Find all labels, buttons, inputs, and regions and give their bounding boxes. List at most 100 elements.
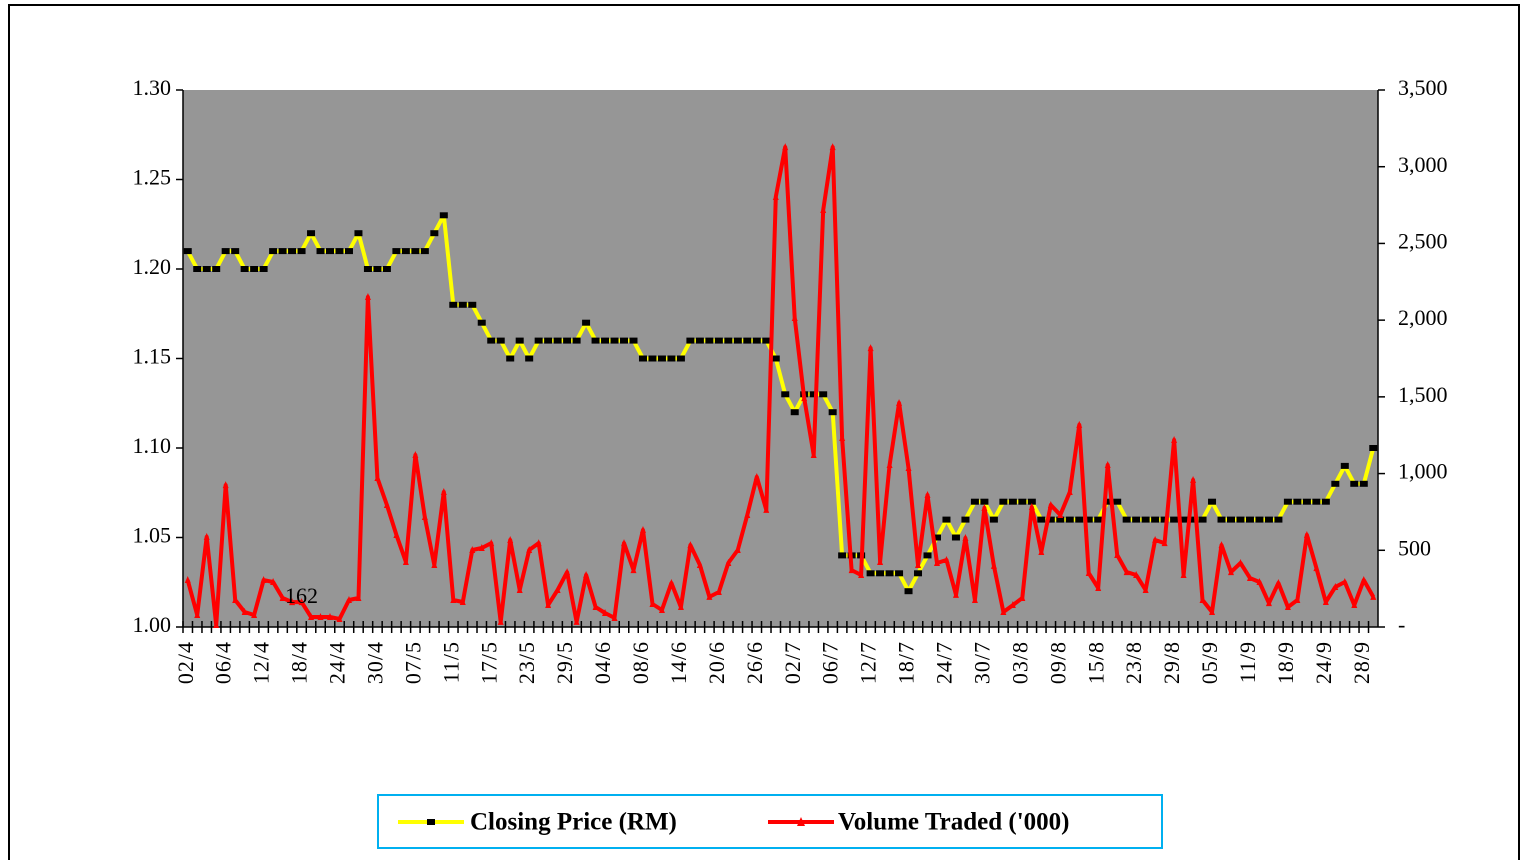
point-marker xyxy=(1217,516,1226,523)
point-marker xyxy=(221,248,230,255)
point-marker xyxy=(573,617,580,625)
point-marker xyxy=(516,586,523,594)
point-marker xyxy=(724,337,733,344)
y-tick-label: 1.10 xyxy=(133,433,172,458)
point-marker xyxy=(213,621,220,629)
point-marker xyxy=(421,512,428,520)
point-marker xyxy=(876,570,885,577)
point-marker xyxy=(270,578,277,586)
x-tick-label: 24/4 xyxy=(325,641,350,684)
point-marker xyxy=(1199,595,1206,603)
point-marker xyxy=(1122,516,1131,523)
point-marker xyxy=(269,248,278,255)
point-marker xyxy=(583,570,590,578)
point-marker xyxy=(1076,420,1083,428)
y-tick-label: 1.15 xyxy=(133,344,172,369)
point-marker xyxy=(1075,516,1084,523)
point-marker xyxy=(676,355,685,362)
point-marker xyxy=(1008,498,1017,505)
point-marker xyxy=(668,578,675,586)
point-marker xyxy=(525,355,534,362)
point-marker xyxy=(469,545,476,553)
x-tick-label: 14/6 xyxy=(666,641,691,684)
point-marker xyxy=(762,337,771,344)
point-marker xyxy=(363,266,372,272)
point-marker xyxy=(658,605,665,613)
point-marker xyxy=(1369,445,1378,451)
point-marker xyxy=(1264,516,1273,523)
point-marker xyxy=(478,543,485,551)
point-marker xyxy=(1142,586,1149,594)
point-marker xyxy=(1293,498,1302,505)
point-marker xyxy=(725,559,732,567)
point-marker xyxy=(459,597,466,605)
point-marker xyxy=(838,552,847,559)
point-marker xyxy=(534,337,543,344)
point-marker xyxy=(374,474,381,482)
point-marker xyxy=(582,319,591,326)
point-marker xyxy=(1141,516,1150,523)
point-marker xyxy=(1095,584,1102,592)
point-marker xyxy=(772,192,779,200)
x-tick-label: 18/9 xyxy=(1273,641,1298,684)
y-tick-label: 1.05 xyxy=(133,523,172,548)
point-marker xyxy=(344,248,353,255)
x-tick-label: 18/4 xyxy=(287,641,312,684)
point-marker xyxy=(1114,551,1121,559)
point-marker xyxy=(1351,601,1358,609)
point-marker xyxy=(962,534,969,542)
y-tick-label: 1.25 xyxy=(133,165,172,190)
point-marker xyxy=(298,598,305,606)
point-marker xyxy=(373,266,382,272)
y-tick-label: 1.20 xyxy=(133,254,172,279)
point-marker xyxy=(1161,539,1168,547)
x-tick-label: 02/7 xyxy=(780,641,805,684)
point-marker xyxy=(1047,501,1054,509)
x-tick-label: 03/8 xyxy=(1007,641,1032,684)
point-marker xyxy=(431,561,438,569)
y2-tick-label: 3,000 xyxy=(1398,152,1448,177)
x-tick-label: 30/4 xyxy=(362,641,387,684)
point-marker xyxy=(1009,601,1016,609)
point-marker xyxy=(449,301,458,308)
point-marker xyxy=(1037,516,1046,523)
point-marker xyxy=(289,598,296,606)
point-marker xyxy=(858,570,865,578)
point-marker xyxy=(1256,578,1263,586)
point-marker xyxy=(1000,607,1007,615)
point-marker xyxy=(943,555,950,563)
point-marker xyxy=(1321,498,1330,505)
point-marker xyxy=(648,355,657,362)
point-marker xyxy=(335,248,344,255)
point-marker xyxy=(611,613,618,621)
point-marker xyxy=(638,355,647,362)
point-marker xyxy=(1132,516,1141,523)
legend-marker xyxy=(797,817,805,826)
point-marker xyxy=(564,568,571,576)
point-marker xyxy=(307,230,316,237)
point-marker xyxy=(317,613,324,621)
point-marker xyxy=(989,516,998,523)
point-marker xyxy=(715,588,722,596)
point-marker xyxy=(839,433,846,441)
point-marker xyxy=(488,539,495,547)
point-marker xyxy=(193,266,202,272)
point-marker xyxy=(1303,530,1310,538)
point-marker xyxy=(1312,498,1321,505)
x-tick-label: 24/7 xyxy=(932,641,957,684)
point-marker xyxy=(1294,595,1301,603)
y-tick-label: 1.00 xyxy=(133,612,172,637)
point-marker xyxy=(923,552,932,559)
x-tick-label: 06/7 xyxy=(818,641,843,684)
y2-tick-label: 2,000 xyxy=(1398,305,1448,330)
point-marker xyxy=(771,355,780,362)
point-marker xyxy=(1350,480,1359,487)
point-marker xyxy=(924,491,931,499)
point-marker xyxy=(933,559,940,567)
y2-tick-label: 2,500 xyxy=(1398,228,1448,253)
x-tick-label: 15/8 xyxy=(1083,641,1108,684)
x-tick-label: 29/8 xyxy=(1159,641,1184,684)
point-marker xyxy=(212,266,221,272)
point-marker xyxy=(1198,516,1207,523)
